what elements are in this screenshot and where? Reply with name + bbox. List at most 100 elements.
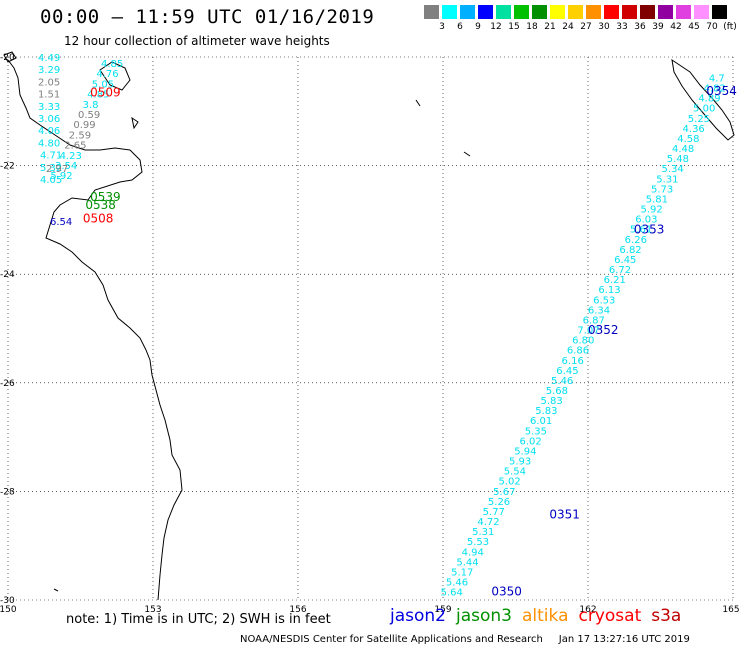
wave-height-value: 5.46	[446, 578, 468, 589]
wave-height-value: 6.01	[530, 416, 552, 427]
wave-height-value: 5.94	[514, 446, 536, 457]
pass-time-label: 0352	[588, 323, 619, 337]
scale-swatch	[424, 5, 439, 19]
units-note: note: 1) Time is in UTC; 2) SWH is in fe…	[66, 612, 331, 627]
wave-height-value: 6.80	[572, 336, 594, 347]
lat-tick-label: -22	[0, 162, 15, 172]
satellite-cryosat: cryosat	[578, 606, 642, 626]
wave-height-value: 5.48	[667, 154, 689, 165]
wave-height-value: 6.02	[519, 436, 541, 447]
wave-height-value: 4.06	[38, 126, 60, 137]
pass-time-label: 0508	[83, 212, 114, 226]
scale-label: 6	[457, 22, 463, 32]
wave-height-value: 4.94	[462, 547, 484, 558]
wave-height-value: 4.48	[672, 144, 694, 155]
wave-height-value: 5.35	[525, 426, 547, 437]
wave-height-value: 2.59	[69, 130, 91, 141]
wave-height-value: 6.45	[614, 255, 636, 266]
satellite-legend: jason2 jason3 altika cryosat s3a	[390, 606, 691, 626]
scale-swatch	[568, 5, 583, 19]
coastline	[3, 51, 735, 601]
wave-height-value: 4.71	[40, 151, 62, 162]
wave-height-value: 5.67	[493, 487, 515, 498]
scale-swatch	[496, 5, 511, 19]
wave-height-value: 5.68	[546, 386, 568, 397]
wave-height-value: 5.83	[535, 406, 557, 417]
wave-height-value: 6.87	[583, 315, 605, 326]
coral-sea-islet	[463, 151, 471, 157]
scale-swatch	[658, 5, 673, 19]
wave-height-value: 3.54	[55, 161, 77, 172]
wave-height-value: 6.13	[598, 285, 620, 296]
scale-label: 42	[670, 22, 682, 32]
wave-height-value: 5.92	[640, 205, 662, 216]
wave-height-value: 5.73	[651, 184, 673, 195]
new-caledonia-coastline	[671, 58, 735, 141]
altimeter-track-west: 4.493.292.05 1.513.333.064.064.80 4.715.32…	[38, 53, 123, 228]
wave-height-value: 6.16	[562, 356, 584, 367]
lat-tick-label: -20	[0, 53, 15, 63]
lat-tick-label: -26	[0, 379, 15, 389]
footer-credit: NOAA/NESDIS Center for Satellite Applica…	[240, 634, 690, 645]
wave-height-value: 4.85	[101, 59, 123, 70]
wave-height-value: 4.76	[96, 69, 118, 80]
wave-height-value: 0.59	[78, 110, 100, 121]
pass-time-label: 0354	[706, 84, 737, 98]
lon-tick-label: 159	[434, 605, 451, 615]
scale-label: 3	[439, 22, 445, 32]
scale-swatch	[622, 5, 637, 19]
wave-height-value: 5.31	[472, 527, 494, 538]
pass-time-label: 0538	[85, 198, 116, 212]
lord-howe-dot	[53, 588, 59, 592]
lon-tick-label: 150	[0, 605, 17, 615]
scale-swatch	[514, 5, 529, 19]
wave-height-value: 4.36	[683, 124, 705, 135]
wave-height-value: 4.23	[60, 151, 82, 162]
scale-label: 24	[562, 22, 574, 32]
wave-height-value: 5.00	[693, 104, 715, 115]
wave-height-value: 5.46	[551, 376, 573, 387]
wave-height-value: 5.02	[498, 477, 520, 488]
lat-lon-grid	[7, 56, 734, 601]
footer-timestamp: Jan 17 13:27:16 UTC 2019	[558, 634, 690, 645]
scale-label: 27	[580, 22, 592, 32]
wave-height-value: 5.26	[488, 497, 510, 508]
scale-label: 30	[598, 22, 610, 32]
wave-height-value: 5.44	[456, 557, 478, 568]
satellite-altika: altika	[522, 606, 569, 626]
wave-height-value: 5.05	[92, 79, 114, 90]
australia-coastline	[7, 59, 183, 601]
wave-height-value: 4.89	[698, 94, 720, 105]
lat-tick-label: -24	[0, 270, 15, 280]
satellite-s3a: s3a	[651, 606, 682, 626]
scale-swatch	[640, 5, 655, 19]
wave-height-value: 5.17	[451, 567, 473, 578]
satellite-jason2: jason2	[390, 606, 446, 626]
wave-height-value: 6.86	[567, 346, 589, 357]
pass-time-label: 0353	[634, 222, 665, 236]
pass-time-label: 0539	[90, 190, 121, 204]
wave-height-value: 1.51	[38, 90, 60, 101]
wave-height-value: 6.34	[588, 305, 610, 316]
pass-time-label: 0509	[90, 86, 121, 100]
scale-label: 9	[475, 22, 481, 32]
wave-height-value: 5.34	[661, 164, 683, 175]
scale-swatch	[586, 5, 601, 19]
wave-height-value: 5.92	[50, 171, 72, 182]
satellite-jason3: jason3	[456, 606, 512, 626]
chart-subtitle: 12 hour collection of altimeter wave hei…	[64, 34, 330, 48]
scale-label: 45	[688, 22, 700, 32]
wave-height-value: 4.82	[704, 84, 726, 95]
wave-height-value: 5.81	[646, 194, 668, 205]
wave-height-value: 4.05	[40, 175, 62, 186]
wave-height-value: 3.06	[38, 114, 60, 125]
wave-height-value: 4.58	[677, 134, 699, 145]
wave-height-value: 7.07	[577, 326, 599, 337]
lon-tick-label: 156	[289, 605, 306, 615]
wave-height-value: 5.25	[688, 114, 710, 125]
reef-island	[131, 116, 139, 130]
wave-height-value: 5.77	[483, 507, 505, 518]
scale-swatch	[604, 5, 619, 19]
wave-height-value: 5.32	[40, 163, 62, 174]
scale-swatch	[550, 5, 565, 19]
